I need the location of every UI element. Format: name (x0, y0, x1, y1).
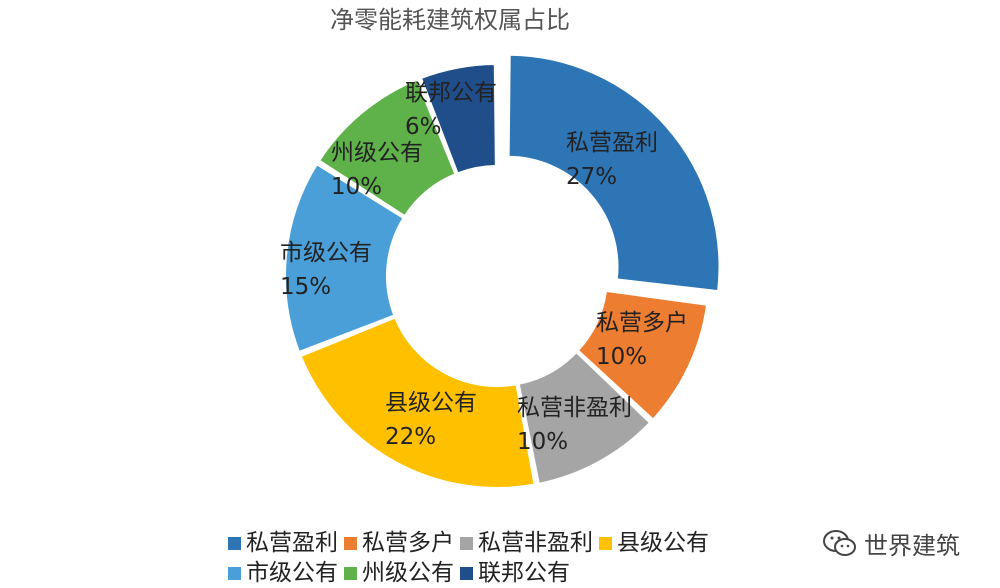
legend-label: 州级公有 (362, 560, 454, 586)
legend-item: 联邦公有 (460, 558, 570, 588)
legend-row: 私营盈利 私营多户 私营非盈利 县级公有 (228, 528, 788, 558)
legend-label: 私营非盈利 (478, 530, 593, 556)
chart-title: 净零能耗建筑权属占比 (330, 6, 570, 34)
legend-swatch (344, 536, 357, 550)
legend-label: 私营盈利 (246, 530, 338, 556)
legend-item: 私营盈利 (228, 528, 338, 558)
slice-value-label: 22% (385, 424, 436, 450)
chart-legend: 私营盈利 私营多户 私营非盈利 县级公有 市级公有 州级公有 联邦公有 (228, 528, 788, 588)
legend-swatch (460, 566, 473, 580)
slice-category-label: 私营盈利 (566, 130, 658, 156)
slice-value-label: 10% (517, 429, 568, 455)
legend-item: 私营多户 (344, 528, 454, 558)
slice-value-label: 15% (280, 274, 331, 300)
legend-item: 州级公有 (344, 558, 454, 588)
slice-category-label: 联邦公有 (405, 80, 497, 106)
slice-value-label: 6% (405, 114, 442, 140)
legend-item: 私营非盈利 (460, 528, 593, 558)
slice-category-label: 私营非盈利 (517, 395, 632, 421)
legend-label: 私营多户 (362, 530, 454, 556)
donut-slice-2 (576, 289, 709, 421)
legend-swatch (460, 536, 473, 550)
watermark: 世界建筑 (822, 526, 960, 561)
slice-category-label: 州级公有 (331, 140, 423, 166)
donut-slice-7 (419, 63, 497, 175)
legend-row: 市级公有 州级公有 联邦公有 (228, 558, 788, 588)
slice-value-label: 10% (596, 344, 647, 370)
donut-chart: 私营盈利 27% 私营多户 10% 私营非盈利 10% 县级公有 22% 市级公有 15% 州级公有… (280, 53, 721, 489)
wechat-icon (823, 529, 856, 556)
slice-value-label: 10% (331, 174, 382, 200)
donut-slice-1 (507, 53, 721, 293)
slice-value-label: 27% (566, 164, 617, 190)
donut-slice-4 (299, 316, 536, 489)
legend-label: 市级公有 (246, 560, 338, 586)
legend-label: 联邦公有 (478, 560, 570, 586)
slice-category-label: 县级公有 (385, 390, 477, 416)
donut-slice-3 (517, 350, 652, 485)
donut-slice-6 (317, 78, 457, 218)
legend-label: 县级公有 (617, 530, 709, 556)
legend-swatch (228, 536, 241, 550)
legend-swatch (599, 536, 612, 550)
watermark-text: 世界建筑 (864, 532, 960, 560)
legend-swatch (344, 566, 357, 580)
donut-slice-5 (284, 162, 405, 354)
legend-item: 县级公有 (599, 528, 709, 558)
legend-item: 市级公有 (228, 558, 338, 588)
slice-category-label: 私营多户 (596, 310, 688, 336)
legend-swatch (228, 566, 241, 580)
slice-category-label: 市级公有 (280, 240, 372, 266)
